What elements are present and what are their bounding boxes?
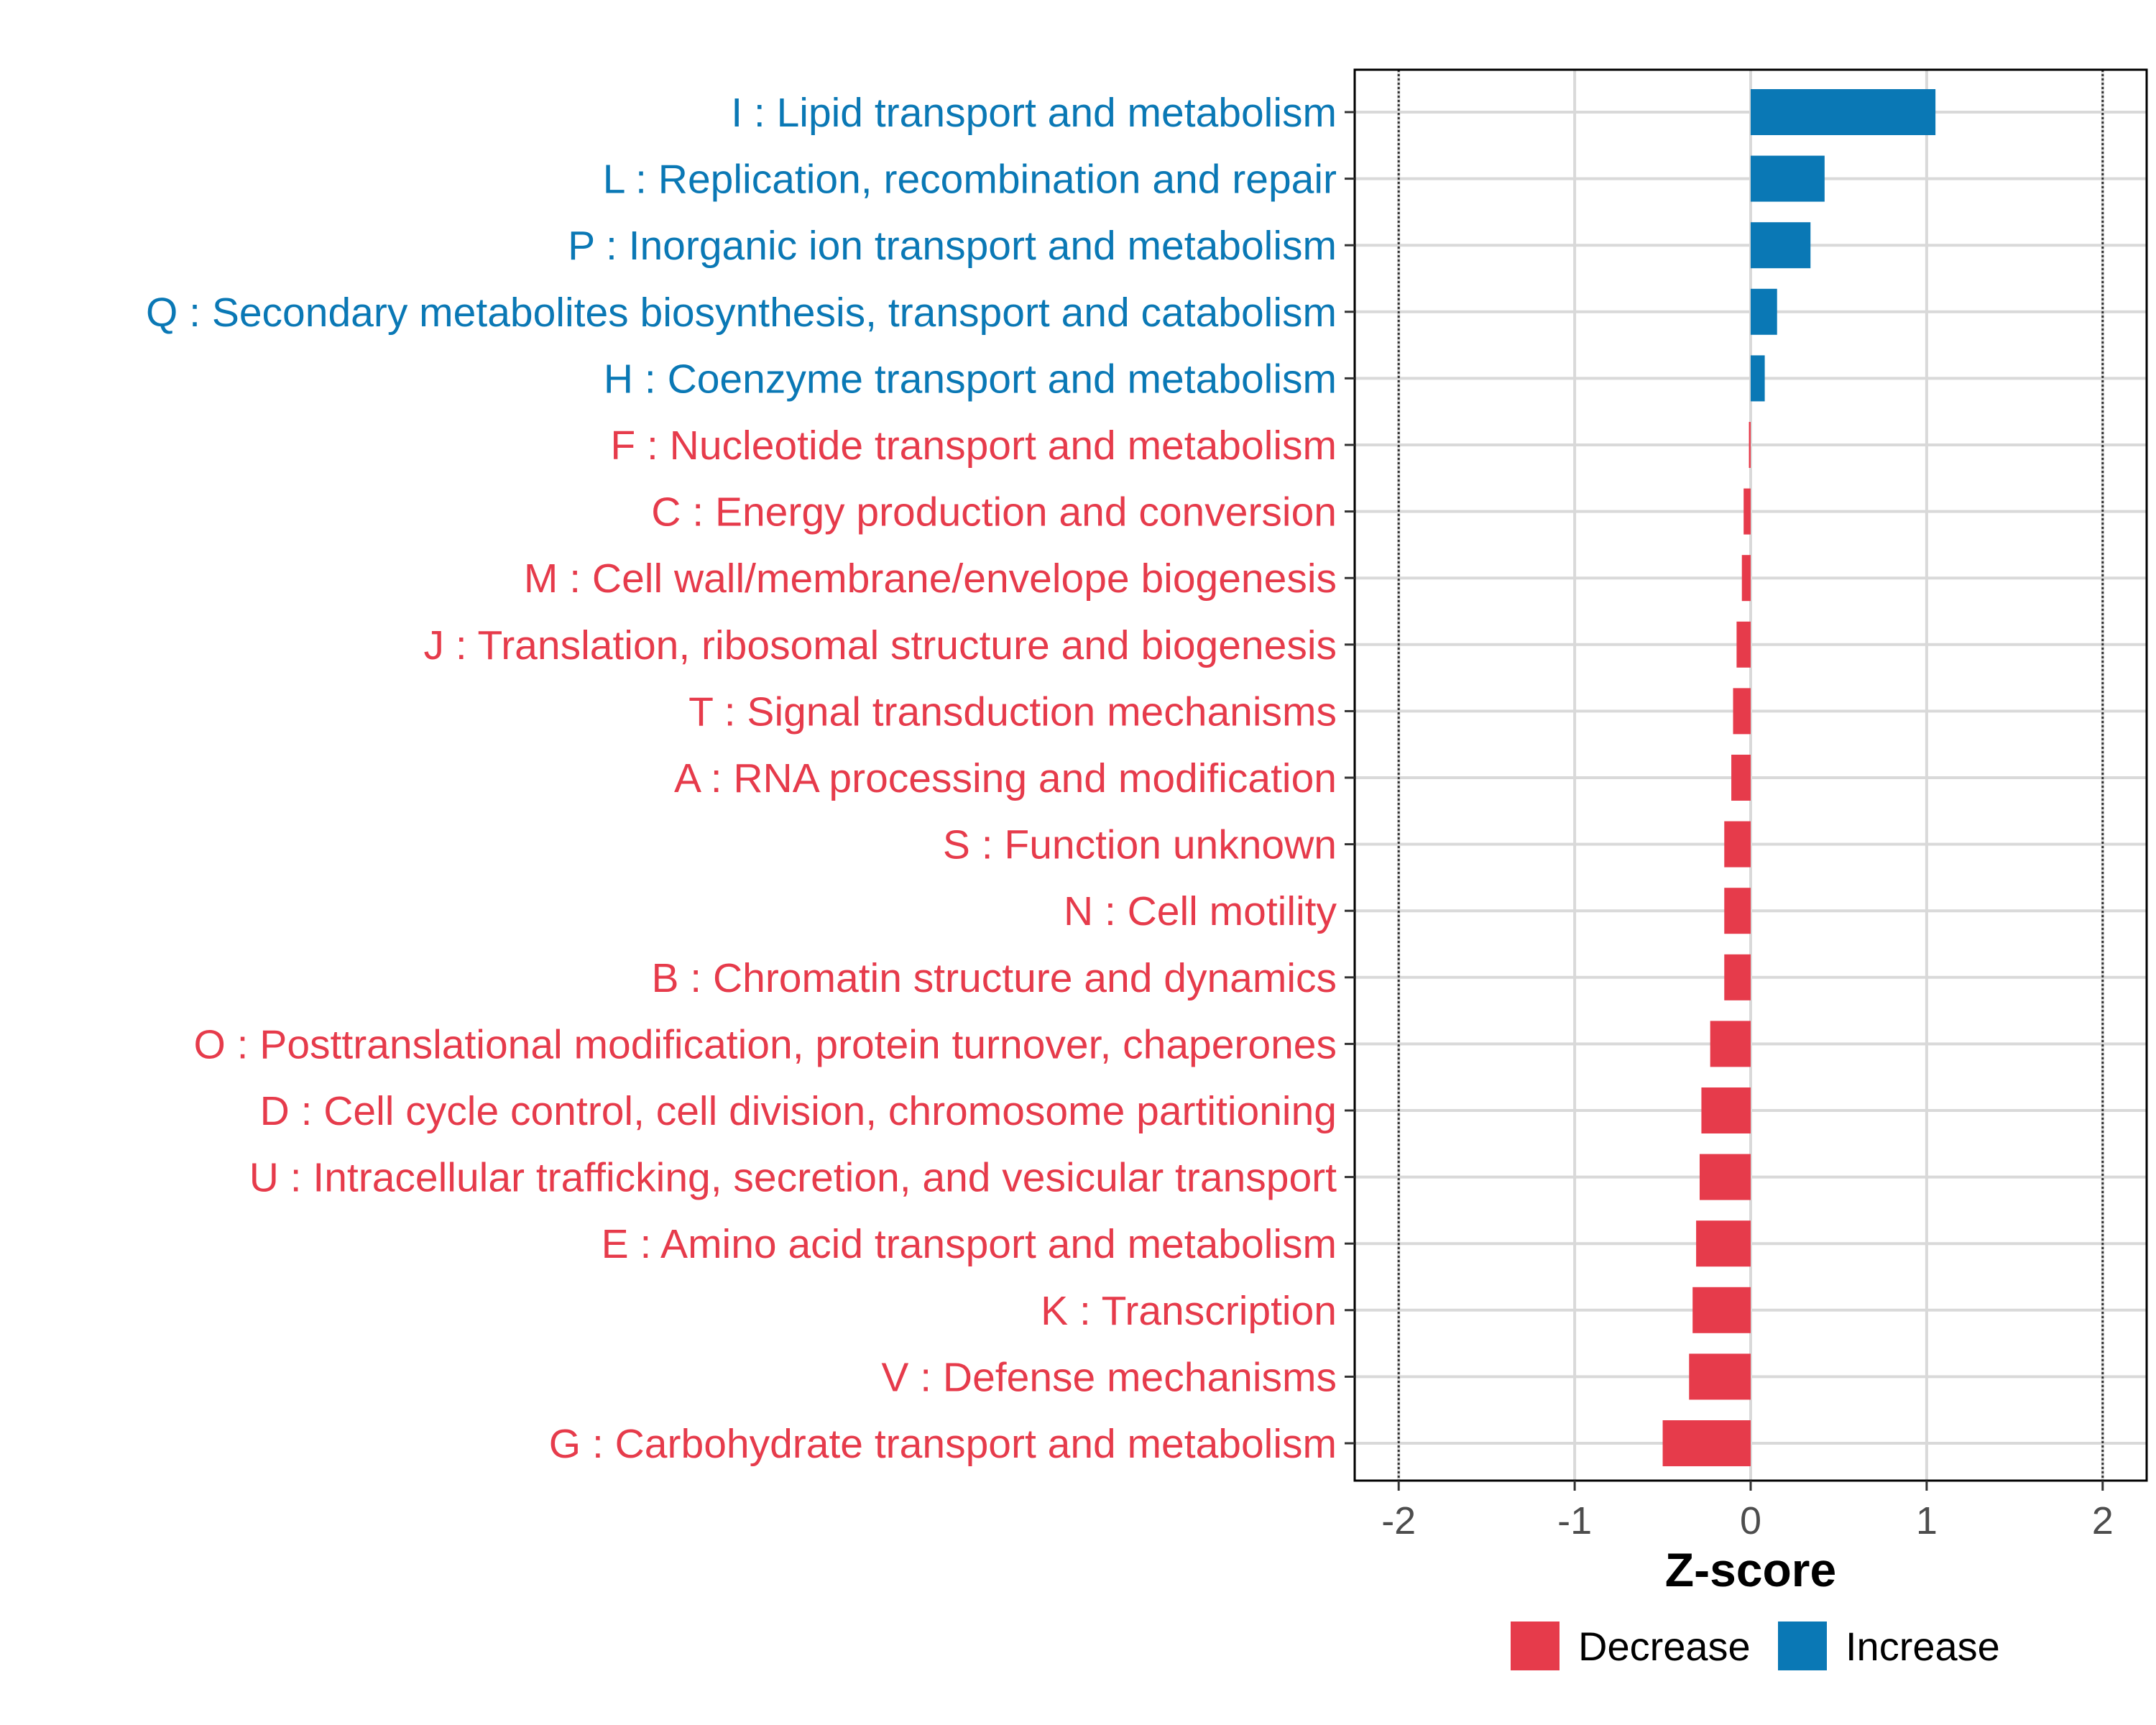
bar [1724, 954, 1751, 1000]
legend-label-increase: Increase [1846, 1624, 2000, 1669]
category-label: N : Cell motility [1064, 888, 1337, 934]
legend: Decrease Increase [1511, 1622, 2000, 1670]
x-tick-label: 0 [1740, 1499, 1761, 1542]
bar [1724, 821, 1751, 868]
bar [1689, 1353, 1751, 1400]
category-label: E : Amino acid transport and metabolism [602, 1221, 1337, 1267]
category-label: G : Carbohydrate transport and metabolis… [549, 1421, 1337, 1467]
bar [1736, 621, 1751, 668]
category-label: S : Function unknown [943, 822, 1337, 868]
category-label: D : Cell cycle control, cell division, c… [260, 1088, 1337, 1134]
bar [1724, 888, 1751, 934]
legend-key-decrease [1511, 1622, 1560, 1670]
bar [1751, 288, 1777, 335]
category-label: K : Transcription [1041, 1288, 1337, 1334]
bar [1731, 755, 1751, 801]
category-label: Q : Secondary metabolites biosynthesis, … [146, 290, 1337, 336]
category-label: L : Replication, recombination and repai… [603, 157, 1337, 203]
x-axis-title: Z-score [1665, 1543, 1836, 1596]
category-label: C : Energy production and conversion [651, 489, 1337, 535]
legend-label-decrease: Decrease [1578, 1624, 1751, 1669]
bar [1751, 89, 1936, 135]
x-tick-label: -1 [1557, 1499, 1592, 1542]
x-tick-label: -2 [1381, 1499, 1416, 1542]
bar [1692, 1287, 1751, 1333]
category-label: O : Posttranslational modification, prot… [193, 1021, 1337, 1067]
bar [1751, 355, 1765, 402]
x-tick-label: 2 [2092, 1499, 2114, 1542]
category-labels: I : Lipid transport and metabolism L : Re… [146, 90, 1337, 1467]
bar [1696, 1220, 1751, 1267]
category-label: J : Translation, ribosomal structure and… [424, 622, 1337, 668]
bar [1749, 422, 1751, 468]
x-axis-ticks: -2 -1 0 1 2 [1345, 111, 2114, 1542]
bar [1751, 155, 1825, 202]
bar [1701, 1087, 1751, 1133]
bar [1733, 688, 1751, 735]
category-label: A : RNA processing and modification [674, 755, 1337, 801]
category-label: V : Defense mechanisms [881, 1354, 1337, 1400]
category-label: B : Chromatin structure and dynamics [651, 955, 1337, 1001]
category-label: F : Nucleotide transport and metabolism [610, 423, 1337, 469]
bar [1699, 1154, 1751, 1200]
category-label: H : Coenzyme transport and metabolism [604, 356, 1337, 402]
bar [1751, 222, 1811, 269]
bar [1662, 1420, 1751, 1466]
category-label: T : Signal transduction mechanisms [688, 689, 1337, 735]
bar [1741, 555, 1751, 602]
category-label: I : Lipid transport and metabolism [731, 90, 1337, 136]
bar-layer [1662, 89, 1936, 1466]
bar [1743, 488, 1751, 535]
category-label: M : Cell wall/membrane/envelope biogenes… [524, 556, 1337, 602]
bar [1710, 1021, 1751, 1067]
category-label: U : Intracellular trafficking, secretion… [249, 1155, 1337, 1201]
x-tick-label: 1 [1916, 1499, 1938, 1542]
category-label: P : Inorganic ion transport and metaboli… [568, 223, 1337, 269]
legend-key-increase [1778, 1622, 1827, 1670]
